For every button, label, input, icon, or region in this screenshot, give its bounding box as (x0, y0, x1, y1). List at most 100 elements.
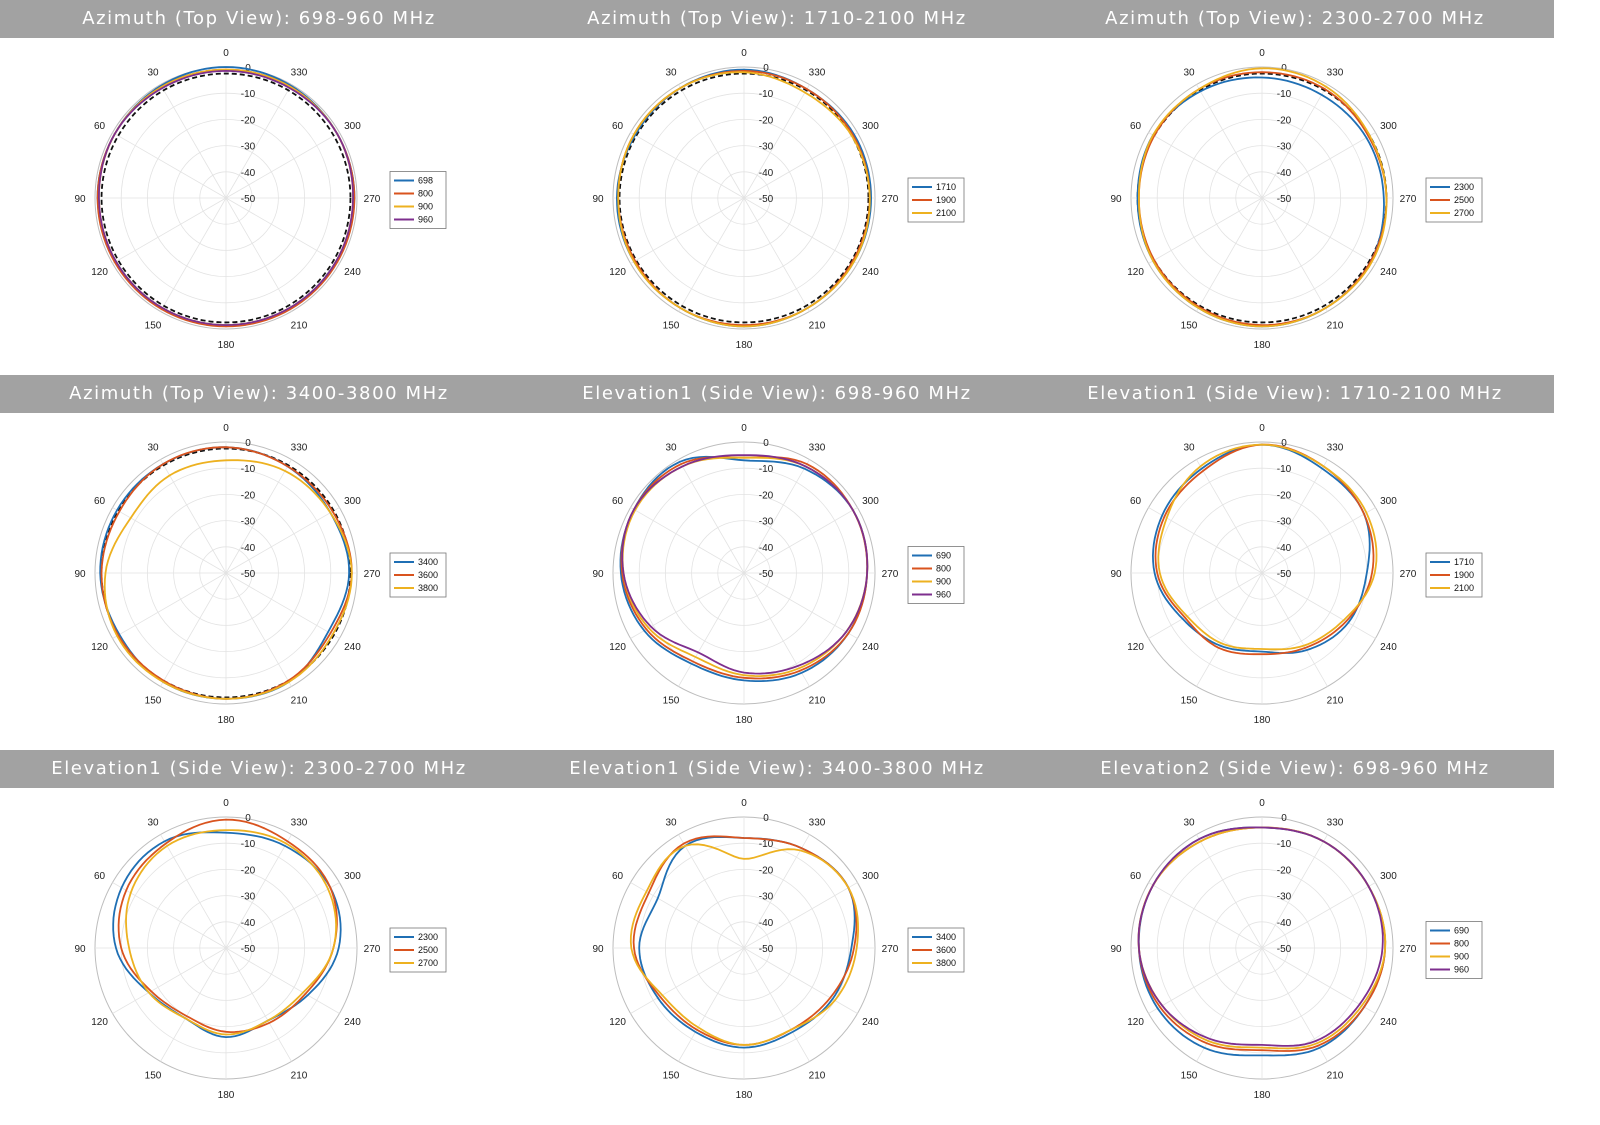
angle-tick-label: 270 (1400, 569, 1417, 580)
angle-tick-label: 90 (592, 944, 604, 955)
db-tick-label: -20 (1277, 115, 1292, 126)
grid-spoke (1196, 459, 1263, 574)
grid-spoke (225, 572, 292, 687)
angle-tick-label: 300 (862, 871, 879, 882)
grid-spoke (630, 947, 745, 1014)
legend-label: 690 (936, 551, 951, 561)
reference-dashed-circle (100, 72, 352, 324)
db-tick-label: -50 (241, 569, 256, 580)
series-line-2100 (617, 71, 871, 328)
legend-label: 2700 (418, 958, 438, 968)
angle-tick-label: 0 (223, 798, 229, 809)
legend-label: 1900 (936, 195, 956, 205)
angle-tick-label: 240 (862, 642, 879, 653)
grid-spoke (160, 197, 227, 312)
grid-spoke (1261, 507, 1376, 574)
angle-tick-label: 150 (145, 1070, 162, 1081)
angle-tick-label: 0 (223, 423, 229, 434)
grid-spoke (160, 834, 227, 949)
grid-spoke (1196, 197, 1263, 312)
polar-chart-panel: Azimuth (Top View): 698-960 MHz 0 30 60 90 12… (0, 0, 518, 375)
legend-label: 800 (418, 189, 433, 199)
db-tick-label: -40 (1277, 918, 1292, 929)
angle-tick-label: 120 (91, 267, 108, 278)
db-tick-label: 0 (245, 813, 251, 824)
legend-label: 3400 (418, 557, 438, 567)
grid-spoke (1148, 507, 1263, 574)
grid-spoke (1196, 834, 1263, 949)
grid-spoke (743, 132, 858, 199)
angle-tick-label: 180 (1254, 1090, 1271, 1101)
legend-label: 2100 (936, 208, 956, 218)
legend-label: 2500 (1454, 195, 1474, 205)
polar-plot: 0 30 60 90 120 150 180 210 240 270 300 330 0 -10 -20 -3… (592, 48, 965, 351)
chart-title: Elevation1 (Side View): 1710-2100 MHz (1036, 375, 1554, 413)
grid-spoke (743, 197, 810, 312)
legend-label: 2500 (418, 945, 438, 955)
grid-spoke (225, 507, 340, 574)
grid-spoke (743, 882, 858, 949)
angle-tick-label: 240 (344, 642, 361, 653)
grid-spoke (1148, 947, 1263, 1014)
angle-tick-label: 90 (592, 194, 604, 205)
db-tick-label: -30 (1277, 517, 1292, 528)
angle-tick-label: 0 (1259, 423, 1265, 434)
angle-tick-label: 330 (809, 68, 826, 79)
angle-tick-label: 60 (94, 871, 106, 882)
angle-tick-label: 60 (1130, 496, 1142, 507)
angle-tick-label: 150 (663, 320, 680, 331)
db-tick-label: -20 (759, 490, 774, 501)
grid-spoke (1261, 947, 1376, 1014)
db-tick-label: -20 (759, 115, 774, 126)
grid-spoke (743, 834, 810, 949)
angle-tick-label: 210 (809, 320, 826, 331)
legend-label: 800 (1454, 939, 1469, 949)
angle-tick-label: 180 (218, 715, 235, 726)
legend-label: 2100 (1454, 583, 1474, 593)
db-tick-label: -20 (241, 490, 256, 501)
angle-tick-label: 90 (74, 569, 86, 580)
series-line-2700 (125, 829, 337, 1036)
angle-tick-label: 210 (291, 695, 308, 706)
grid-spoke (630, 882, 745, 949)
angle-tick-label: 60 (1130, 121, 1142, 132)
series-line-2500 (1138, 71, 1388, 326)
db-tick-label: -30 (759, 517, 774, 528)
angle-tick-label: 180 (1254, 340, 1271, 351)
grid-spoke (112, 507, 227, 574)
db-tick-label: -20 (241, 865, 256, 876)
db-tick-label: -50 (1277, 569, 1292, 580)
angle-tick-label: 300 (1380, 121, 1397, 132)
angle-tick-label: 210 (1327, 1070, 1344, 1081)
angle-tick-label: 270 (882, 194, 899, 205)
polar-chart-panel: Azimuth (Top View): 1710-2100 MHz 0 30 60 90… (518, 0, 1036, 375)
angle-tick-label: 210 (809, 1070, 826, 1081)
db-tick-label: -10 (241, 839, 256, 850)
angle-tick-label: 60 (94, 496, 106, 507)
grid-spoke (1261, 197, 1376, 264)
angle-tick-label: 210 (1327, 695, 1344, 706)
angle-tick-label: 330 (1327, 818, 1344, 829)
grid-spoke (225, 132, 340, 199)
polar-plot: 0 30 60 90 120 150 180 210 240 270 300 330 0 -10 -20 -3… (1110, 423, 1483, 726)
polar-plot: 0 30 60 90 120 150 180 210 240 270 300 330 0 -10 -20 -3… (592, 798, 965, 1101)
angle-tick-label: 30 (665, 443, 677, 454)
grid-spoke (743, 459, 810, 574)
db-tick-label: -50 (759, 569, 774, 580)
angle-tick-label: 0 (223, 48, 229, 59)
grid-spoke (1196, 572, 1263, 687)
angle-tick-label: 300 (344, 121, 361, 132)
grid-spoke (1261, 882, 1376, 949)
angle-tick-label: 270 (1400, 194, 1417, 205)
polar-chart-panel: Elevation1 (Side View): 698-960 MHz 0 30 60… (518, 375, 1036, 750)
grid-spoke (743, 507, 858, 574)
angle-tick-label: 330 (809, 443, 826, 454)
angle-tick-label: 90 (1110, 569, 1122, 580)
grid-spoke (678, 572, 745, 687)
angle-tick-label: 0 (1259, 48, 1265, 59)
legend-label: 960 (936, 590, 951, 600)
db-tick-label: -10 (1277, 89, 1292, 100)
db-tick-label: -40 (1277, 168, 1292, 179)
angle-tick-label: 240 (862, 1017, 879, 1028)
angle-tick-label: 0 (1259, 798, 1265, 809)
